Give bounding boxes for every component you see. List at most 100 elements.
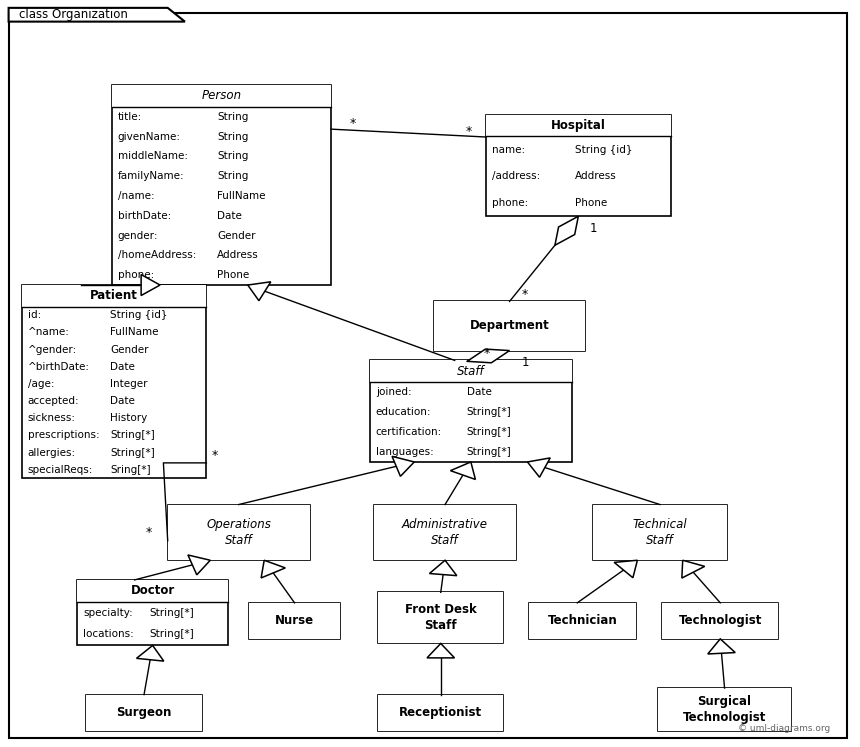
Bar <box>593 504 727 560</box>
Text: Nurse: Nurse <box>275 614 314 627</box>
Bar <box>486 115 671 216</box>
Text: String[*]: String[*] <box>110 430 155 441</box>
Bar <box>529 603 636 639</box>
Text: *: * <box>212 448 218 462</box>
Text: joined:: joined: <box>376 387 411 397</box>
Bar <box>77 580 228 645</box>
Text: String: String <box>217 152 249 161</box>
Text: String[*]: String[*] <box>110 447 155 458</box>
Text: Date: Date <box>110 362 135 372</box>
Polygon shape <box>555 216 578 245</box>
Text: *: * <box>465 125 472 138</box>
Text: certification:: certification: <box>376 427 442 437</box>
Bar <box>168 504 310 560</box>
Bar <box>374 504 516 560</box>
Text: ^name:: ^name: <box>28 327 70 338</box>
Text: locations:: locations: <box>83 630 134 639</box>
Text: *: * <box>349 117 356 131</box>
Polygon shape <box>682 560 704 578</box>
Bar <box>112 85 331 285</box>
Bar <box>249 603 340 639</box>
Text: phone:: phone: <box>118 270 154 280</box>
Text: class Organization: class Organization <box>19 8 128 21</box>
Bar <box>370 360 572 382</box>
Polygon shape <box>392 456 415 477</box>
Bar <box>22 285 206 478</box>
Text: Address: Address <box>574 171 617 182</box>
Text: *: * <box>145 527 152 539</box>
Polygon shape <box>188 555 210 575</box>
Text: ^gender:: ^gender: <box>28 344 77 355</box>
Text: Sring[*]: Sring[*] <box>110 465 150 475</box>
Text: Department: Department <box>470 320 550 332</box>
Bar <box>112 85 331 107</box>
Text: Date: Date <box>467 387 492 397</box>
Text: Address: Address <box>217 250 259 261</box>
Polygon shape <box>427 643 454 658</box>
Polygon shape <box>467 349 509 363</box>
Polygon shape <box>614 560 637 577</box>
Polygon shape <box>451 462 476 480</box>
Polygon shape <box>141 275 160 296</box>
Text: FullName: FullName <box>217 191 266 201</box>
Text: Surgeon: Surgeon <box>116 706 172 719</box>
Text: © uml-diagrams.org: © uml-diagrams.org <box>738 724 830 733</box>
Polygon shape <box>248 282 271 301</box>
Text: History: History <box>110 413 148 424</box>
Text: Doctor: Doctor <box>131 584 175 597</box>
Bar <box>658 688 791 731</box>
Text: Technical
Staff: Technical Staff <box>633 518 687 547</box>
Text: String[*]: String[*] <box>467 447 512 457</box>
Text: /homeAddress:: /homeAddress: <box>118 250 196 261</box>
Polygon shape <box>708 639 735 654</box>
Text: givenName:: givenName: <box>118 131 181 141</box>
Text: Patient: Patient <box>90 289 138 303</box>
Bar <box>486 115 671 136</box>
Text: 1: 1 <box>521 356 529 369</box>
Text: sickness:: sickness: <box>28 413 76 424</box>
Text: String {id}: String {id} <box>574 145 632 155</box>
Text: FullName: FullName <box>110 327 159 338</box>
Text: Gender: Gender <box>110 344 149 355</box>
Bar <box>249 603 340 639</box>
Polygon shape <box>429 560 457 576</box>
Text: Date: Date <box>110 396 135 406</box>
Polygon shape <box>9 8 185 22</box>
Text: specialReqs:: specialReqs: <box>28 465 93 475</box>
Text: Technologist: Technologist <box>679 614 762 627</box>
Text: name:: name: <box>492 145 525 155</box>
Polygon shape <box>527 458 550 477</box>
Text: /name:: /name: <box>118 191 155 201</box>
Text: /age:: /age: <box>28 379 54 389</box>
Text: specialty:: specialty: <box>83 607 133 618</box>
Text: allergies:: allergies: <box>28 447 76 458</box>
Text: middleName:: middleName: <box>118 152 187 161</box>
Text: String: String <box>217 171 249 181</box>
Text: Phone: Phone <box>574 198 607 208</box>
Text: Hospital: Hospital <box>551 119 605 132</box>
Text: phone:: phone: <box>492 198 528 208</box>
Text: String[*]: String[*] <box>150 607 194 618</box>
Bar <box>378 695 503 731</box>
Text: Person: Person <box>201 90 242 102</box>
Text: Staff: Staff <box>457 365 485 378</box>
Text: 1: 1 <box>590 222 598 235</box>
Bar <box>434 302 585 350</box>
Text: String: String <box>217 112 249 122</box>
Bar <box>662 603 778 639</box>
Text: /address:: /address: <box>492 171 540 182</box>
Bar <box>374 504 516 560</box>
Text: id:: id: <box>28 310 40 320</box>
Text: prescriptions:: prescriptions: <box>28 430 99 441</box>
Bar <box>658 688 791 731</box>
Bar <box>168 504 310 560</box>
Bar <box>77 580 228 601</box>
Text: String[*]: String[*] <box>150 630 194 639</box>
Text: Phone: Phone <box>217 270 249 280</box>
Bar <box>378 592 503 643</box>
Bar <box>86 695 202 731</box>
Bar <box>378 592 503 643</box>
Text: Integer: Integer <box>110 379 148 389</box>
Text: Operations
Staff: Operations Staff <box>206 518 271 547</box>
Bar <box>529 603 636 639</box>
